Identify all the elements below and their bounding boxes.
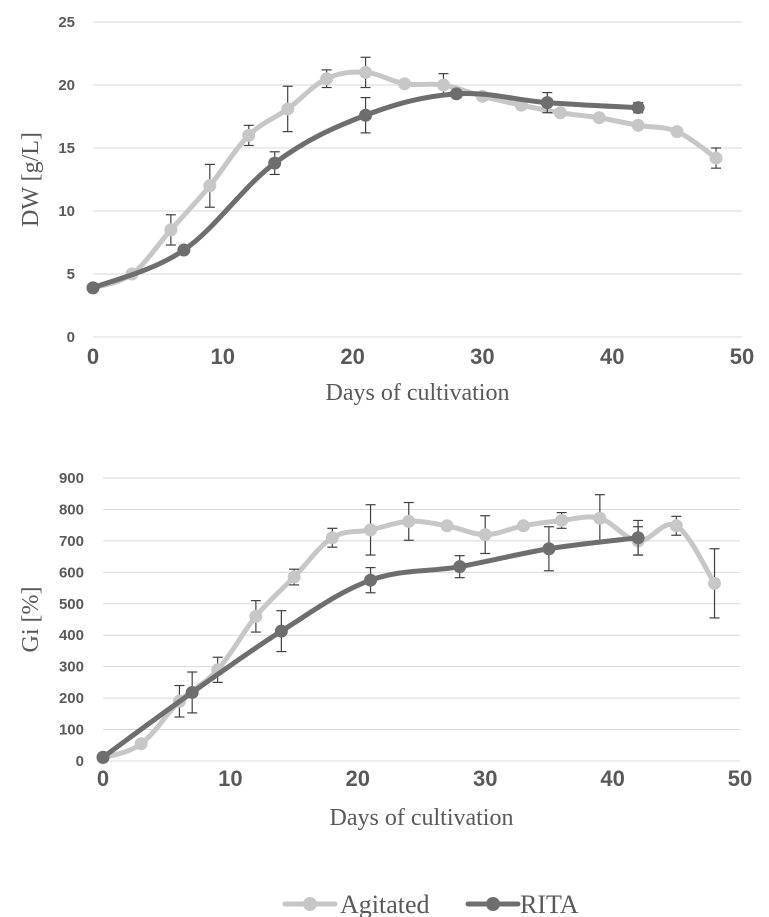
data-point-agitated <box>436 78 450 92</box>
data-point-agitated <box>249 609 263 623</box>
x-tick-label: 50 <box>730 344 754 369</box>
x-tick-label: 30 <box>470 344 494 369</box>
y-tick-label: 500 <box>59 596 84 613</box>
x-tick-label: 0 <box>87 344 99 369</box>
data-point-agitated <box>553 106 567 120</box>
data-point-rita <box>177 243 191 257</box>
data-point-agitated <box>440 519 454 533</box>
data-point-rita <box>453 560 467 574</box>
data-point-agitated <box>593 511 607 525</box>
y-tick-label: 5 <box>67 266 75 283</box>
data-point-agitated <box>669 519 683 533</box>
data-point-rita <box>96 750 110 764</box>
data-point-rita <box>185 685 199 699</box>
data-point-agitated <box>516 519 530 533</box>
y-tick-label: 600 <box>59 564 84 581</box>
dw-chart: 0 5 10 15 20 25 0 10 20 30 40 50 Days of cultivation… <box>18 14 754 406</box>
legend-label-rita: RITA <box>520 890 579 917</box>
x-tick-label: 20 <box>346 766 370 791</box>
data-point-rita <box>540 96 554 110</box>
series-line-agitated <box>100 514 718 761</box>
gi-chart: 0 100 200 300 400 500 600 700 800 900 0 10 20 30 40 50 D… <box>18 470 752 831</box>
data-point-agitated <box>402 514 416 528</box>
data-point-agitated <box>708 576 722 590</box>
data-point-rita <box>542 542 556 556</box>
x-axis-title: Days of cultivation <box>326 380 510 406</box>
data-point-agitated <box>555 513 569 527</box>
legend: Agitated RITA <box>282 890 579 917</box>
x-tick-label: 50 <box>728 766 752 791</box>
x-axis-title: Days of cultivation <box>330 805 514 831</box>
data-point-rita <box>631 531 645 545</box>
data-point-agitated <box>281 102 295 116</box>
data-point-agitated <box>320 72 334 86</box>
y-tick-label: 700 <box>59 533 84 550</box>
data-point-agitated <box>287 570 301 584</box>
data-point-agitated <box>670 125 684 139</box>
y-tick-label: 200 <box>59 690 84 707</box>
x-tick-label: 40 <box>600 766 624 791</box>
x-tick-label: 10 <box>211 344 235 369</box>
data-point-agitated <box>242 128 256 142</box>
y-tick-label: 300 <box>59 659 84 676</box>
data-point-agitated <box>364 523 378 537</box>
data-point-agitated <box>325 531 339 545</box>
data-point-rita <box>631 101 645 115</box>
data-point-agitated <box>398 77 412 91</box>
x-tick-label: 40 <box>600 344 624 369</box>
x-tick-label: 10 <box>218 766 242 791</box>
data-point-rita <box>359 108 373 122</box>
data-point-rita <box>364 573 378 587</box>
legend-marker-rita <box>486 897 500 911</box>
data-point-agitated <box>359 65 373 79</box>
y-tick-label: 400 <box>59 627 84 644</box>
y-tick-label: 20 <box>58 77 75 94</box>
data-point-rita <box>449 87 463 101</box>
y-tick-label: 25 <box>58 14 75 31</box>
y-axis-title: Gi [%] <box>18 587 44 653</box>
data-point-agitated <box>709 151 723 165</box>
legend-label-agitated: Agitated <box>340 890 430 917</box>
x-tick-label: 20 <box>340 344 364 369</box>
x-tick-label: 0 <box>97 766 109 791</box>
legend-marker-agitated <box>303 897 317 911</box>
y-tick-label: 15 <box>58 140 75 157</box>
y-tick-label: 0 <box>67 329 75 346</box>
data-point-agitated <box>592 111 606 125</box>
data-point-rita <box>274 624 288 638</box>
y-tick-label: 10 <box>58 203 75 220</box>
y-tick-label: 0 <box>76 753 84 770</box>
y-tick-label: 900 <box>59 470 84 487</box>
y-tick-label: 800 <box>59 501 84 518</box>
data-point-agitated <box>478 528 492 542</box>
data-point-agitated <box>164 223 178 237</box>
y-axis-title: DW [g/L] <box>18 132 44 227</box>
data-point-agitated <box>134 737 148 751</box>
data-point-rita <box>86 281 100 295</box>
data-point-rita <box>268 156 282 170</box>
data-point-agitated <box>631 118 645 132</box>
y-tick-label: 100 <box>59 722 84 739</box>
data-point-agitated <box>203 179 217 193</box>
x-tick-label: 30 <box>473 766 497 791</box>
